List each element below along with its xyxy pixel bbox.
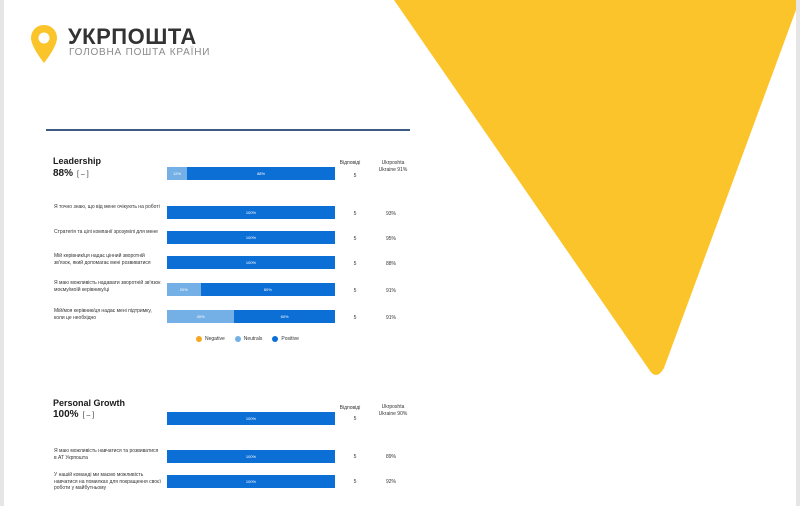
question-bar: 100% (167, 231, 335, 244)
bar-positive-segment: 100% (167, 412, 335, 425)
question-benchmark: 89% (385, 454, 396, 460)
score-delta: [ – ] (82, 412, 95, 419)
question-respondents: 5 (353, 454, 357, 460)
summary-bar-leadership: 12% 88% (167, 167, 335, 180)
question-label: Я маю можливість навчатися та розвиватис… (54, 448, 159, 461)
question-label: У нашій команді ми маємо можливість навч… (54, 472, 161, 491)
legend-label: Neutrals (243, 336, 263, 342)
bar-neutral-segment: 12% (167, 167, 188, 180)
chart-legend: Negative Neutrals Positive (196, 336, 299, 342)
legend-label: Negative (205, 336, 225, 342)
bar-positive-segment: 100% (167, 231, 335, 244)
report-page: УКРПОШТА ГОЛОВНА ПОШТА КРАЇНИ Leadership… (4, 0, 796, 506)
question-respondents: 5 (353, 261, 357, 267)
question-respondents: 5 (353, 288, 357, 294)
legend-label: Positive (281, 336, 299, 342)
bar-positive-segment: 100% (167, 206, 335, 219)
question-bar: 100% (167, 450, 335, 463)
question-bar: 20% 80% (167, 283, 335, 296)
question-benchmark: 91% (385, 288, 396, 294)
question-benchmark: 88% (385, 261, 396, 267)
bar-positive-segment: 88% (187, 167, 335, 180)
question-respondents: 5 (353, 236, 357, 242)
col-respondents-header: Відповіді (339, 160, 361, 166)
yellow-triangle-decoration (394, 0, 796, 375)
question-benchmark: 92% (385, 479, 396, 485)
bar-positive-segment: 100% (167, 450, 335, 463)
legend-item-positive: Positive (272, 336, 299, 342)
positive-dot-icon (272, 336, 279, 342)
summary-respondents: 5 (353, 173, 357, 179)
question-label: Стратегія та цілі компанії зрозумілі для… (54, 229, 158, 235)
legend-item-neutral: Neutrals (234, 336, 263, 342)
neutral-dot-icon (234, 336, 241, 342)
section-score-personal-growth: 100%[ – ] (53, 409, 94, 420)
logo-subtitle: ГОЛОВНА ПОШТА КРАЇНИ (69, 47, 211, 58)
col-benchmark-header: Ukrposhta Ukraine 90% (378, 404, 408, 417)
col-respondents-header: Відповіді (339, 405, 361, 411)
col-benchmark-header: Ukrposhta Ukraine 91% (378, 160, 408, 173)
question-respondents: 5 (353, 211, 357, 217)
question-benchmark: 95% (385, 236, 396, 242)
score-delta: [ – ] (77, 171, 89, 178)
question-respondents: 5 (353, 479, 357, 485)
header-divider (46, 129, 410, 131)
bar-positive-segment: 100% (167, 475, 335, 488)
pin-logo-icon (31, 25, 57, 63)
question-benchmark: 91% (385, 315, 396, 321)
bar-positive-segment: 100% (167, 256, 335, 269)
score-value: 88% (53, 168, 74, 179)
question-bar: 100% (167, 206, 335, 219)
logo-title: УКРПОШТА (68, 24, 197, 49)
question-label: Я точно знаю, що від мене очікують на ро… (54, 204, 160, 210)
yellow-triangle-shape (394, 0, 796, 375)
score-value: 100% (53, 409, 79, 420)
bar-positive-segment: 80% (200, 283, 335, 296)
question-label: Я маю можливість надавати зворотній зв'я… (54, 280, 161, 293)
bar-positive-segment: 60% (234, 310, 335, 323)
question-label: Мій/моя керівник/ця надає мені підтримку… (54, 308, 152, 321)
summary-respondents: 5 (353, 416, 357, 422)
summary-bar-personal-growth: 100% (167, 412, 335, 425)
question-bar: 100% (167, 475, 335, 488)
section-score-leadership: 88%[ – ] (53, 168, 89, 179)
bar-neutral-segment: 20% (167, 283, 201, 296)
bar-neutral-segment: 40% (167, 310, 235, 323)
question-bar: 100% (167, 256, 335, 269)
section-title-personal-growth: Personal Growth (53, 398, 126, 408)
section-title-leadership: Leadership (53, 156, 102, 166)
question-bar: 40% 60% (167, 310, 335, 323)
legend-item-negative: Negative (196, 336, 225, 342)
question-label: Мій керівник/ця надає цінний зворотній з… (54, 253, 151, 266)
question-respondents: 5 (353, 315, 357, 321)
negative-dot-icon (196, 336, 202, 342)
question-benchmark: 93% (385, 211, 396, 217)
